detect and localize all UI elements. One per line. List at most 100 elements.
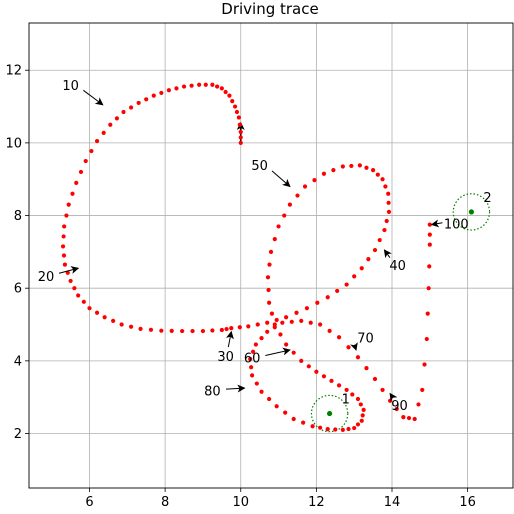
trace-point — [89, 148, 94, 154]
trace-point — [302, 184, 308, 189]
trace-point — [250, 349, 256, 354]
annotation-arrow — [389, 392, 398, 402]
trace-point — [321, 374, 327, 379]
trace-point — [166, 88, 172, 93]
trace-point — [66, 202, 71, 207]
trace-point — [119, 322, 124, 327]
trace-point — [287, 202, 293, 207]
trace-point — [355, 422, 361, 427]
trace-point — [249, 365, 254, 370]
trace-point — [344, 282, 349, 287]
trace-point — [310, 424, 315, 429]
trace-point — [259, 389, 264, 394]
annotation-label: 50 — [251, 159, 268, 174]
x-tick-label: 16 — [459, 495, 476, 510]
trace-point — [272, 237, 277, 242]
trace-point — [346, 345, 351, 350]
trace-point — [128, 105, 134, 110]
landmark-range-circle — [452, 193, 491, 231]
trace-point — [274, 404, 279, 409]
trace-point — [128, 324, 134, 329]
trace-point — [197, 82, 202, 87]
trace-point — [232, 104, 238, 109]
trace-point — [227, 93, 232, 98]
trace-point — [283, 410, 288, 415]
trace-point — [318, 425, 323, 430]
y-tick-label: 2 — [14, 427, 22, 442]
annotation-arrow — [430, 219, 443, 228]
trace-point — [223, 89, 228, 95]
annotation-label: 60 — [244, 352, 261, 367]
trace-point — [427, 264, 432, 269]
annotation-label: 80 — [204, 384, 221, 399]
trace-point — [412, 416, 417, 422]
trace-point — [114, 116, 120, 121]
trace-point — [266, 287, 271, 293]
trace-point — [81, 299, 86, 304]
trace-point — [358, 402, 363, 407]
trace-point — [364, 165, 369, 170]
annotation-arrow — [350, 342, 358, 351]
trace-point — [304, 306, 310, 311]
trace-point — [315, 300, 320, 305]
trace-point — [138, 326, 143, 331]
trace-point — [299, 358, 304, 363]
trace-point — [352, 274, 357, 279]
trace-point — [203, 82, 208, 87]
trace-point — [121, 109, 126, 115]
trace-point — [340, 164, 345, 169]
trace-point — [70, 191, 75, 196]
trace-point — [111, 318, 116, 323]
landmark-label: 1 — [342, 393, 350, 408]
trace-point — [355, 355, 361, 360]
trace-point — [401, 415, 406, 420]
trace-point — [94, 138, 100, 144]
landmark-range-circle — [310, 394, 349, 433]
grid-lines — [29, 23, 513, 488]
trace-point — [329, 378, 334, 383]
trace-point — [136, 100, 141, 106]
trace-point — [306, 364, 311, 369]
trace-point — [318, 322, 323, 327]
trace-point — [169, 328, 174, 333]
trace-point — [284, 315, 289, 320]
trace-point — [294, 310, 299, 315]
trace-point — [366, 257, 371, 262]
y-tick-label: 12 — [5, 64, 22, 79]
trace-point — [377, 237, 382, 243]
trace-point — [108, 122, 113, 127]
x-tick-label: 10 — [232, 495, 249, 510]
trace-point — [190, 328, 195, 334]
trace-point — [372, 376, 378, 382]
x-tick-label: 6 — [85, 495, 93, 510]
trace-point — [427, 222, 432, 227]
y-tick-label: 6 — [14, 282, 22, 297]
trace-point — [314, 369, 319, 374]
trace-point — [291, 416, 296, 422]
trace-point — [259, 336, 264, 341]
trace-point — [352, 425, 357, 431]
trace-point — [416, 402, 421, 407]
trace-point — [148, 327, 154, 332]
trace-point — [336, 335, 342, 340]
trace-point — [159, 90, 164, 96]
trace-point — [383, 184, 388, 189]
trace-point — [159, 328, 164, 333]
trace-point — [336, 383, 342, 388]
trace-point — [382, 227, 387, 233]
trace-point — [267, 396, 272, 402]
annotation-label: 70 — [357, 332, 374, 347]
trace-point — [236, 115, 241, 120]
trace-point — [295, 193, 300, 198]
annotation-arrow — [265, 347, 291, 356]
trace-point — [427, 242, 432, 247]
annotation-arrow — [271, 170, 291, 188]
x-tick-label: 8 — [161, 495, 169, 510]
trace-point — [76, 293, 81, 298]
x-tick-label: 12 — [308, 495, 325, 510]
trace-point — [370, 168, 376, 173]
trace-point — [308, 320, 313, 325]
annotation-arrow — [58, 266, 80, 274]
trace-point — [333, 427, 338, 432]
